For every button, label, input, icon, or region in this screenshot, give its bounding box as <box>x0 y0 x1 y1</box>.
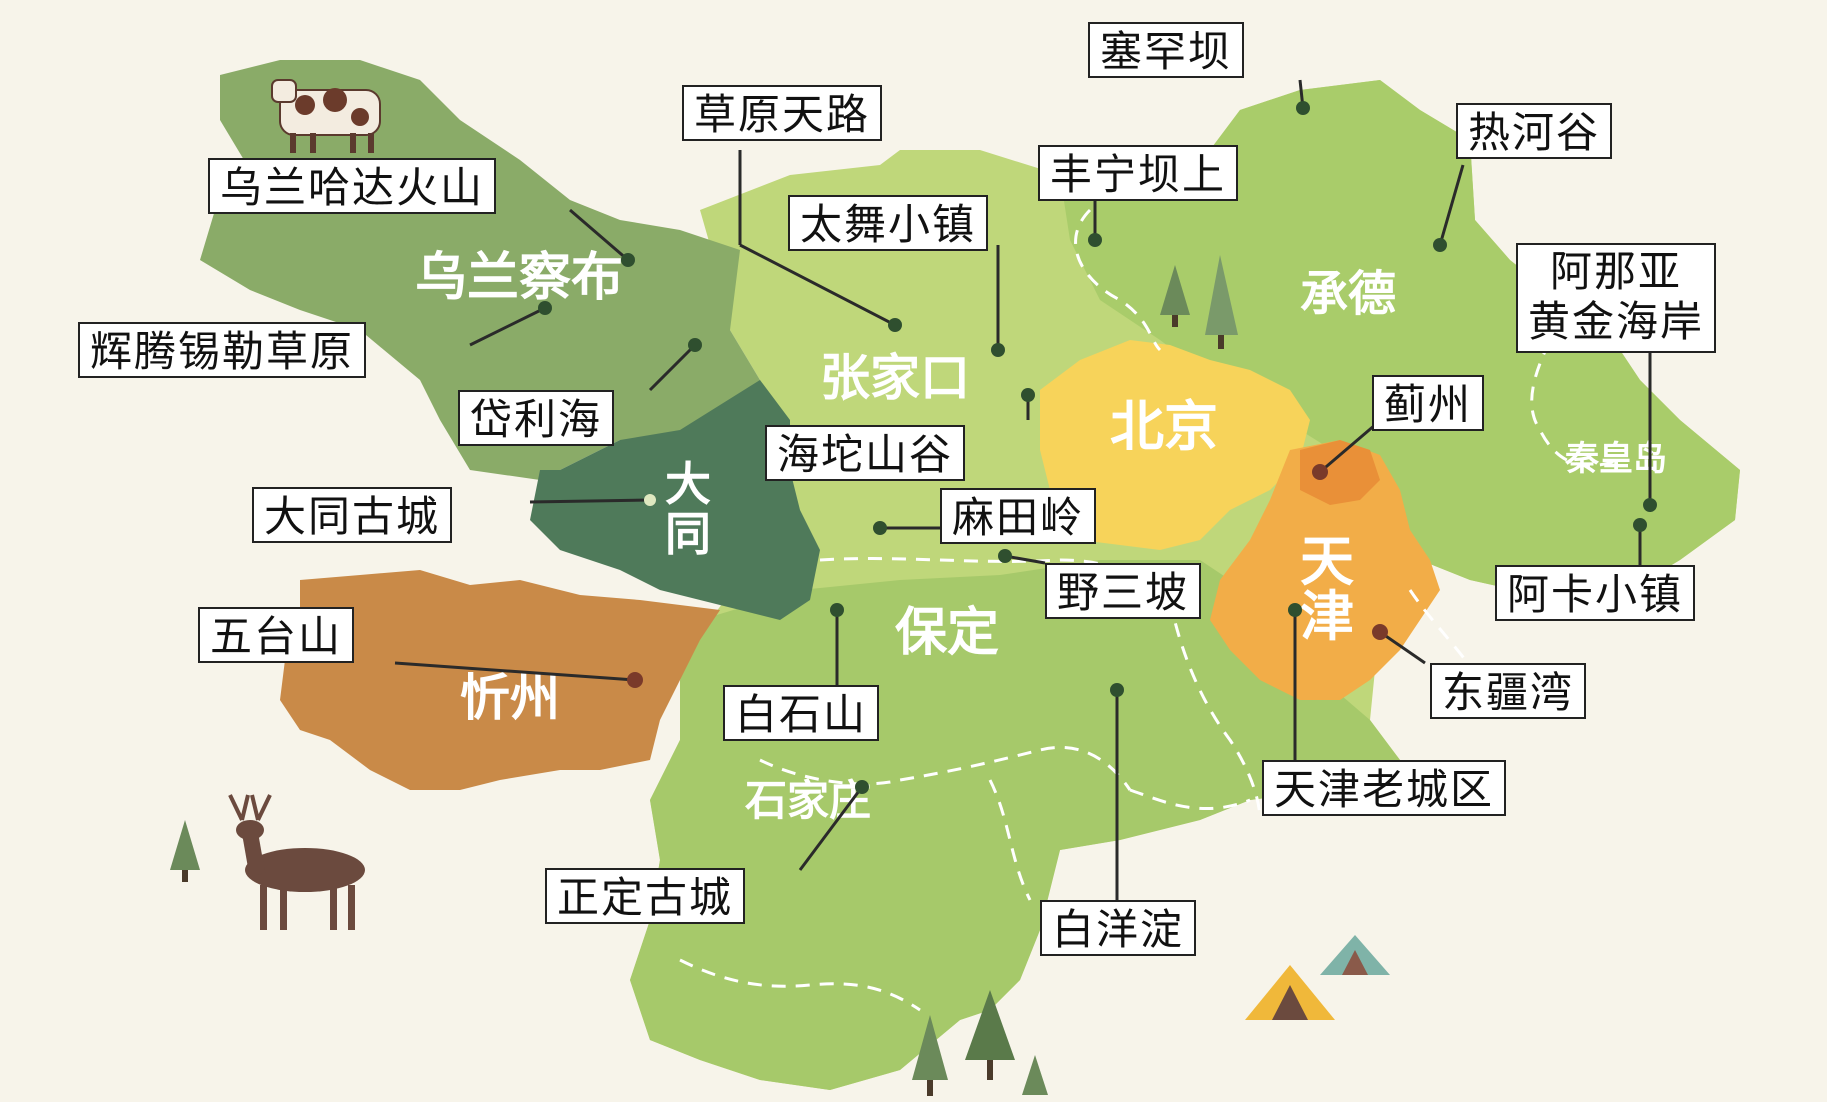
pin-matianling[interactable] <box>873 521 887 535</box>
pin-dailihai[interactable] <box>688 338 702 352</box>
leader-lines <box>394 79 1652 900</box>
spot-label-jizhou[interactable]: 蓟州 <box>1372 375 1485 431</box>
pin-zhengding[interactable] <box>855 780 869 794</box>
pin-rehegu[interactable] <box>1433 238 1447 252</box>
region-label-datong-2: 同 <box>665 507 711 561</box>
spot-label-wulanhada[interactable]: 乌兰哈达火山 <box>208 158 497 214</box>
tianjin-urban-region <box>1300 440 1380 505</box>
cow-icon <box>271 79 381 153</box>
spot-label-rehegu[interactable]: 热河谷 <box>1456 103 1613 159</box>
pin-saihanba[interactable] <box>1296 101 1310 115</box>
chengde-region <box>1060 80 1740 600</box>
region-label-tianjin-2: 津 <box>1300 585 1354 648</box>
region-label-beijing: 北京 <box>1110 395 1218 458</box>
pins-accent <box>627 464 1388 688</box>
pin-wutaishan[interactable] <box>627 672 643 688</box>
spot-label-dongjiangwan[interactable]: 东疆湾 <box>1430 663 1587 719</box>
spot-label-baishishan[interactable]: 白石山 <box>723 685 880 741</box>
region-label-chengde: 承德 <box>1300 266 1396 322</box>
spot-label-aka[interactable]: 阿卡小镇 <box>1495 565 1696 621</box>
tent-icon <box>1245 935 1390 1020</box>
pin-dongjiangwan[interactable] <box>1372 624 1388 640</box>
spot-label-fengning-bashang[interactable]: 丰宁坝上 <box>1038 145 1239 201</box>
pin-caoyuan-tianlu[interactable] <box>888 318 902 332</box>
pin-jizhou[interactable] <box>1312 464 1328 480</box>
pin-taiwu[interactable] <box>991 343 1005 357</box>
pin-baishishan[interactable] <box>830 603 844 617</box>
xinzhou-region <box>280 570 720 790</box>
spot-label-matianling[interactable]: 麻田岭 <box>940 488 1097 544</box>
spot-label-anaya-line2: 黄金海岸 <box>1528 297 1705 346</box>
deer-icon <box>228 794 365 930</box>
location-pins <box>538 101 1657 794</box>
pin-baiyangdian[interactable] <box>1110 683 1124 697</box>
tree-icon <box>170 255 1238 1096</box>
spot-label-yesanpo[interactable]: 野三坡 <box>1045 563 1202 619</box>
pin-anaya[interactable] <box>1643 498 1657 512</box>
region-label-tianjin-1: 天 <box>1300 530 1354 593</box>
spot-label-huiteng[interactable]: 辉腾锡勒草原 <box>78 322 367 378</box>
spot-label-taiwu[interactable]: 太舞小镇 <box>788 195 989 251</box>
spot-label-datong-gucheng[interactable]: 大同古城 <box>252 487 453 543</box>
spot-label-zhengding[interactable]: 正定古城 <box>545 868 746 924</box>
pin-wulanhada[interactable] <box>621 253 635 267</box>
spot-label-dailihai[interactable]: 岱利海 <box>458 390 615 446</box>
beijing-region <box>1040 340 1310 550</box>
pin-datong-gucheng[interactable] <box>644 494 656 506</box>
region-label-datong-1: 大 <box>665 457 711 511</box>
spot-label-saihanba[interactable]: 塞罕坝 <box>1088 22 1245 78</box>
region-label-baoding: 保定 <box>895 603 999 663</box>
spot-label-haituo[interactable]: 海坨山谷 <box>765 425 966 481</box>
pin-yesanpo[interactable] <box>998 549 1012 563</box>
pin-haituo[interactable] <box>1021 388 1035 402</box>
spot-label-baiyangdian[interactable]: 白洋淀 <box>1040 900 1197 956</box>
spot-label-anaya[interactable]: 阿那亚 黄金海岸 <box>1516 243 1717 353</box>
region-label-xinzhou: 忻州 <box>460 669 560 727</box>
region-label-zhangjiakou: 张家口 <box>820 349 970 407</box>
pin-tianjin-laocheng[interactable] <box>1288 603 1302 617</box>
region-label-shijiazhuang: 石家庄 <box>745 776 871 825</box>
pin-fengning[interactable] <box>1088 233 1102 247</box>
spot-label-wutaishan[interactable]: 五台山 <box>198 607 355 663</box>
pin-huiteng[interactable] <box>538 301 552 315</box>
spot-label-caoyuan-tianlu[interactable]: 草原天路 <box>682 85 883 141</box>
spot-label-tianjin-laocheng[interactable]: 天津老城区 <box>1262 760 1507 816</box>
region-label-wulanchabu: 乌兰察布 <box>415 248 623 308</box>
datong-region <box>530 380 820 620</box>
pin-aka[interactable] <box>1633 518 1647 532</box>
spot-label-anaya-line1: 阿那亚 <box>1550 247 1683 296</box>
region-label-qinhuangdao: 秦皇岛 <box>1564 439 1667 479</box>
